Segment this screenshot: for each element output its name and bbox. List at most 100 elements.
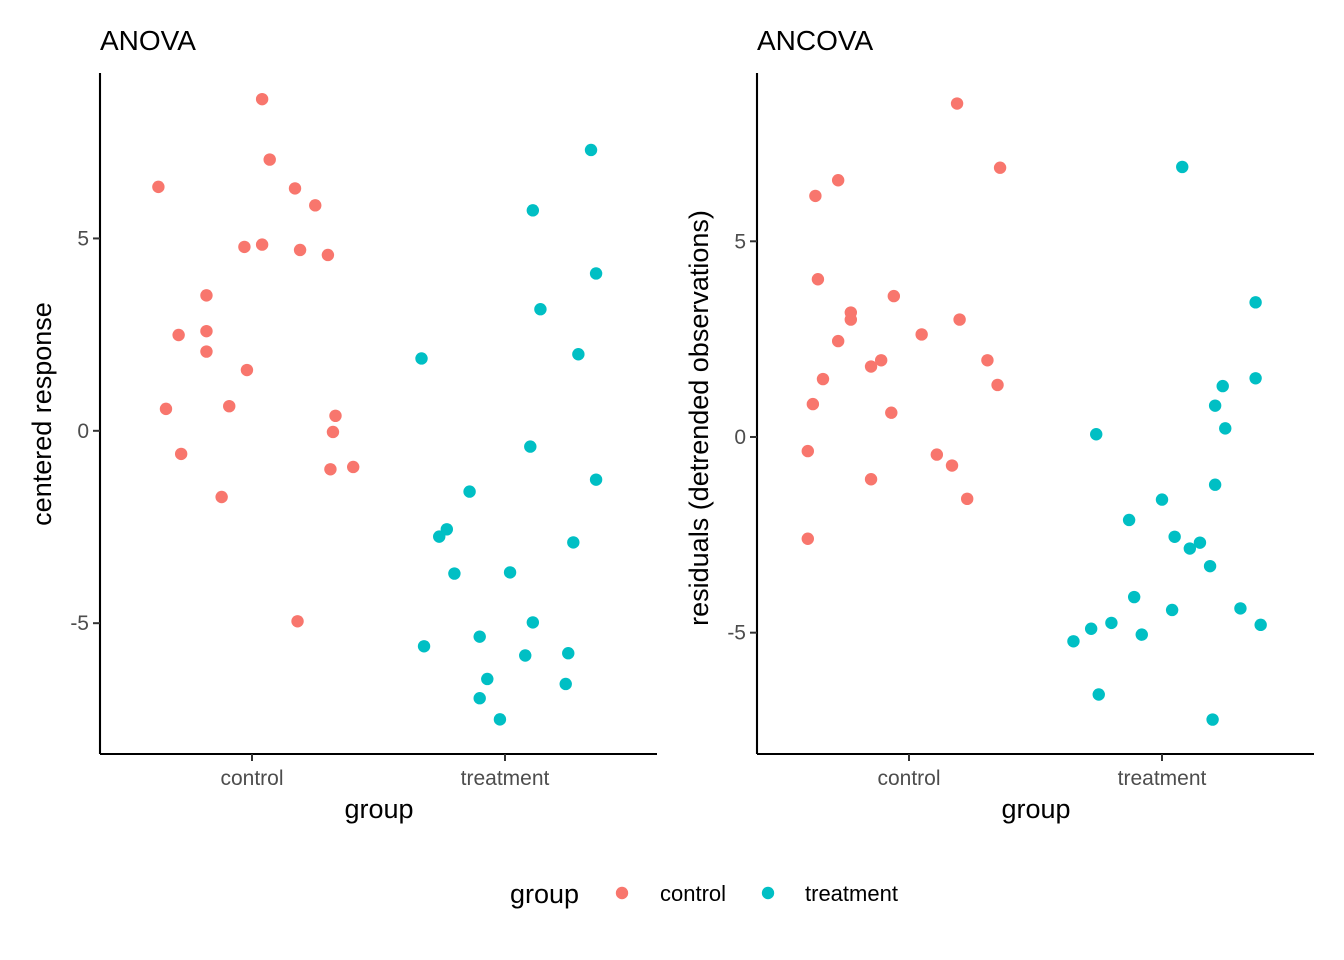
data-point-treatment: [440, 523, 454, 536]
data-point-treatment: [524, 440, 537, 453]
data-point-treatment: [519, 649, 532, 662]
data-point-control: [831, 334, 845, 348]
data-point-treatment: [589, 267, 603, 280]
y-tick-label: 5: [77, 227, 89, 250]
y-ticks: 5 0 -5: [727, 230, 757, 645]
data-point-control: [831, 174, 845, 187]
data-point-control: [200, 345, 213, 358]
data-point-treatment: [526, 616, 540, 629]
data-point-treatment: [1105, 616, 1118, 630]
x-ticks: control treatment: [877, 754, 1207, 790]
data-point-control: [255, 92, 269, 106]
data-point-control: [293, 243, 307, 257]
data-point-control: [223, 399, 236, 413]
data-point-treatment: [534, 303, 547, 316]
data-point-control: [844, 313, 858, 326]
data-point-control: [915, 328, 928, 341]
data-point-control: [172, 328, 185, 342]
data-point-treatment: [448, 567, 461, 580]
y-axis-title: centered response: [27, 302, 57, 526]
legend-key-treatment: [761, 886, 775, 900]
data-point-treatment: [1206, 713, 1219, 726]
data-point-control: [991, 378, 1004, 392]
data-point-treatment: [1122, 513, 1136, 527]
plot-points: [152, 92, 603, 726]
x-tick-label: treatment: [461, 767, 550, 790]
data-point-control: [309, 199, 322, 212]
data-point-treatment: [481, 672, 494, 686]
data-point-control: [159, 402, 173, 416]
data-point-treatment: [1219, 422, 1232, 435]
data-point-control: [291, 615, 304, 628]
data-point-control: [874, 354, 888, 367]
data-point-control: [930, 448, 944, 461]
data-point-treatment: [1067, 635, 1080, 648]
x-tick-label: control: [220, 767, 283, 790]
data-point-treatment: [1165, 603, 1179, 617]
data-point-control: [801, 532, 814, 545]
data-point-treatment: [1092, 688, 1105, 701]
x-axis-title: group: [344, 794, 413, 824]
data-point-control: [200, 289, 213, 302]
data-point-treatment: [567, 536, 580, 549]
data-point-treatment: [417, 640, 431, 653]
data-point-control: [326, 425, 340, 439]
data-point-treatment: [1203, 559, 1217, 573]
data-point-control: [321, 248, 335, 262]
data-point-treatment: [463, 485, 476, 498]
data-point-treatment: [1208, 478, 1222, 491]
data-point-treatment: [559, 677, 572, 691]
y-tick-label: 0: [734, 426, 746, 449]
data-point-control: [950, 97, 964, 110]
data-point-treatment: [562, 646, 575, 660]
data-point-control: [238, 240, 251, 254]
data-point-control: [960, 492, 974, 506]
data-point-control: [288, 182, 302, 195]
data-point-treatment: [1254, 618, 1267, 632]
data-point-control: [864, 473, 878, 486]
anova-panel: ANOVA 5 0 -5 control treatment group center…: [27, 25, 657, 824]
x-tick-label: control: [877, 767, 940, 790]
panel-title: ANOVA: [100, 25, 196, 56]
y-tick-label: -5: [70, 612, 89, 635]
data-point-treatment: [572, 348, 585, 361]
data-point-control: [152, 180, 165, 194]
data-point-treatment: [1090, 428, 1103, 441]
data-point-control: [981, 354, 994, 367]
data-point-control: [864, 360, 878, 373]
data-point-treatment: [1234, 602, 1247, 615]
legend-label-treatment: treatment: [805, 881, 898, 906]
data-point-treatment: [473, 692, 486, 705]
data-point-treatment: [1084, 622, 1098, 635]
legend-title: group: [510, 879, 579, 909]
legend: group control treatment: [510, 879, 898, 909]
data-point-treatment: [1216, 379, 1229, 393]
ancova-panel: ANCOVA 5 0 -5 control treatment group resid…: [684, 25, 1314, 824]
data-point-control: [240, 363, 254, 377]
data-point-control: [324, 463, 337, 476]
data-point-treatment: [1249, 372, 1262, 385]
x-tick-label: treatment: [1118, 767, 1207, 790]
data-point-control: [811, 273, 825, 286]
data-point-control: [200, 324, 213, 338]
legend-key-control: [615, 886, 629, 900]
data-point-control: [809, 189, 822, 203]
data-point-treatment: [589, 473, 603, 486]
data-point-treatment: [1183, 542, 1197, 555]
plot-points: [801, 97, 1267, 726]
data-point-treatment: [1127, 590, 1141, 604]
y-tick-label: 5: [734, 230, 746, 253]
data-point-control: [263, 153, 276, 166]
legend-label-control: control: [660, 881, 726, 906]
data-point-treatment: [1176, 160, 1189, 174]
data-point-treatment: [526, 204, 540, 217]
data-point-treatment: [1168, 530, 1181, 543]
data-point-treatment: [1193, 536, 1207, 549]
data-point-control: [347, 460, 360, 474]
panel-title: ANCOVA: [757, 25, 873, 56]
data-point-treatment: [493, 713, 507, 726]
x-ticks: control treatment: [220, 754, 550, 790]
data-point-control: [816, 372, 830, 386]
data-point-control: [255, 238, 269, 251]
data-point-control: [953, 313, 966, 326]
